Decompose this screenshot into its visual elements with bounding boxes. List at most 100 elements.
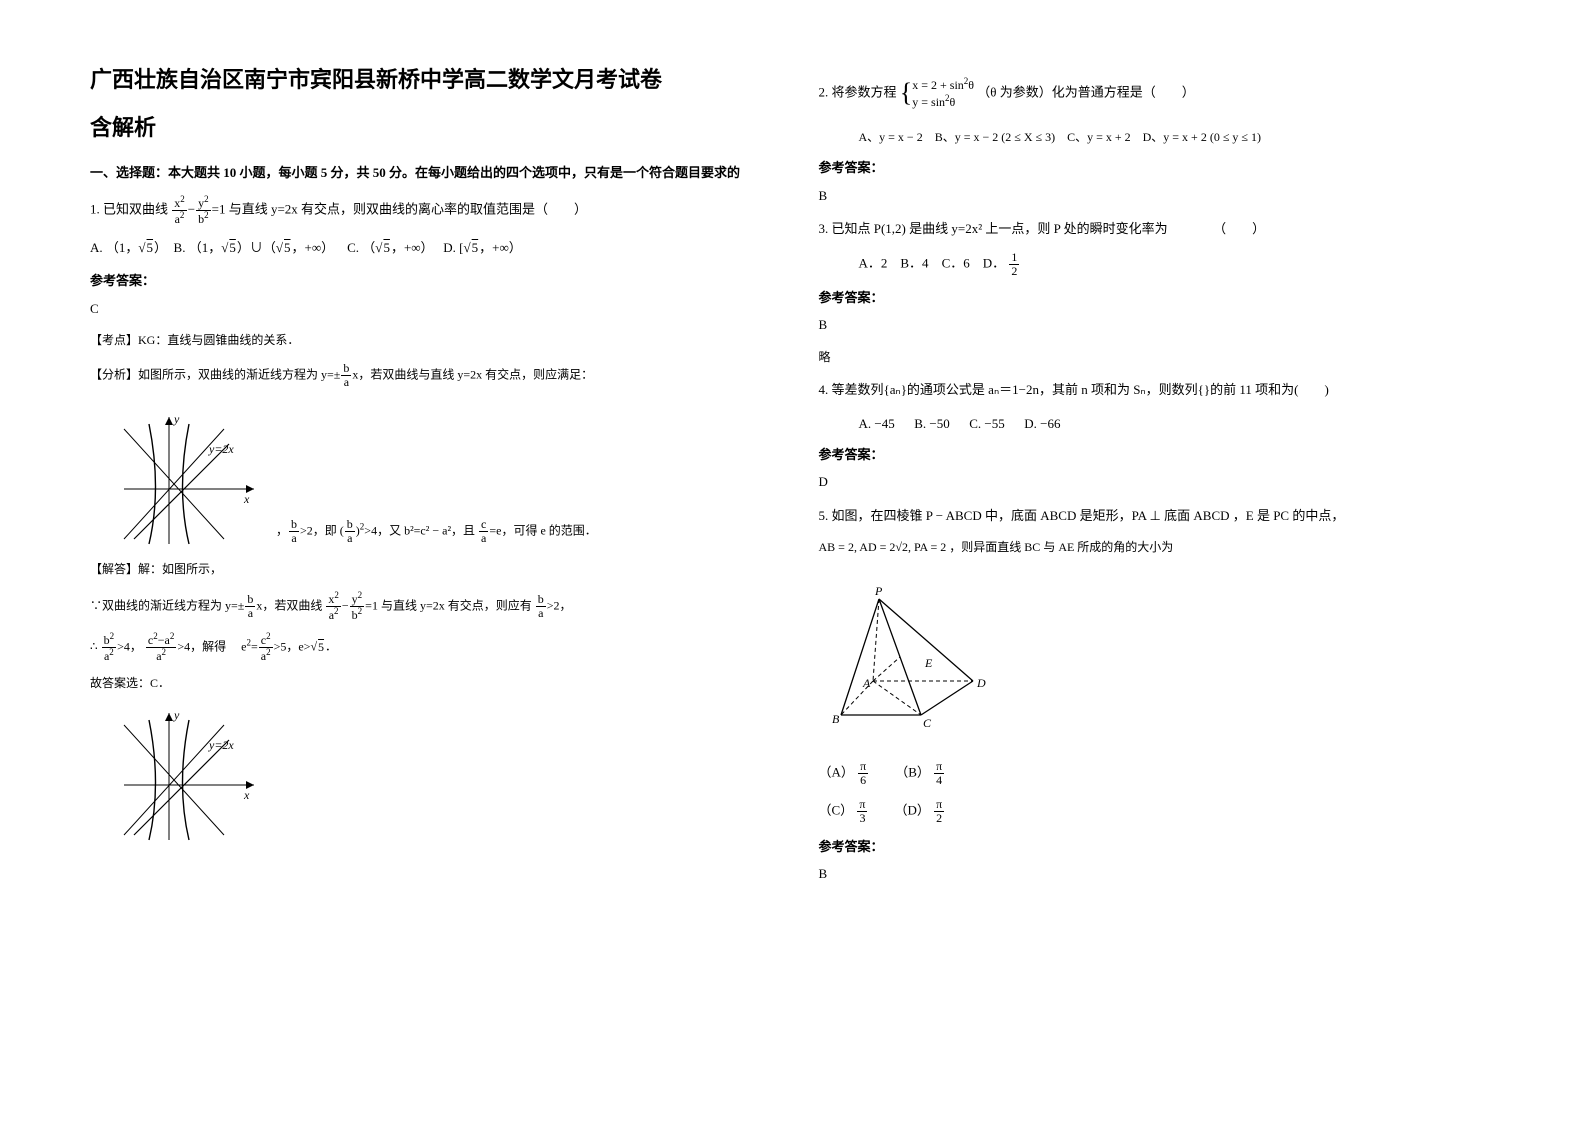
q1-optC-b: ，+∞） <box>391 240 434 255</box>
q3-optB: B．4 <box>900 255 928 270</box>
q1-optD-b: ，+∞） <box>479 240 522 255</box>
answer-label-3: 参考答案： <box>819 286 1498 309</box>
page-columns: 广西壮族自治区南宁市宾阳县新桥中学高二数学文月考试卷 含解析 一、选择题：本大题… <box>90 60 1497 896</box>
exam-title-line2: 含解析 <box>90 108 769 148</box>
question-3: 3. 已知点 P(1,2) 是曲线 y=2x² 上一点，则 P 处的瞬时变化率为… <box>819 217 1498 240</box>
fraction-x2a2: x2a2 <box>172 195 187 226</box>
answer-label-2: 参考答案： <box>819 156 1498 179</box>
right-column: 2. 将参数方程 {x = 2 + sin2θy = sin2θ （θ 为参数）… <box>819 60 1498 896</box>
q4-optC: C. −55 <box>969 416 1005 431</box>
svg-text:C: C <box>923 716 932 730</box>
q1-final: 故答案选：C． <box>90 673 769 695</box>
answer-label-1: 参考答案： <box>90 269 769 292</box>
fraction-pi3: π3 <box>857 798 867 825</box>
fraction-y2b2: y2b2 <box>196 195 211 226</box>
q1-ln1-b: ，若双曲线 <box>262 598 322 612</box>
q1-fenxi: 【分析】如图所示，双曲线的渐近线方程为 y=±bax，若双曲线与直线 y=2x … <box>90 362 769 389</box>
svg-text:y: y <box>173 708 180 722</box>
svg-text:y: y <box>173 412 180 426</box>
q2-optA: A、y = x − 2 <box>859 130 923 144</box>
svg-text:y=2x: y=2x <box>208 442 234 456</box>
q1-deriv-inline: ，ba>2，即 (ba)2>4，又 b²=c² − a²，且 ca=e，可得 e… <box>276 518 597 559</box>
q1-kaodian: 【考点】KG：直线与圆锥曲线的关系． <box>90 330 769 352</box>
q1-fx-a: 【分析】如图所示，双曲线的渐近线方程为 <box>90 367 318 381</box>
q1-deriv-a: >2，即 <box>300 523 337 537</box>
q5-a: 5. 如图，在四棱锥 P − ABCD 中，底面 ABCD 是矩形，PA ⊥ 底… <box>819 508 1345 523</box>
q1-fx-b: ，若双曲线与直线 y=2x 有交点，则应满足： <box>358 367 593 381</box>
q5-options-row2: （C） π3 （D） π2 <box>819 798 1498 825</box>
q1-optB-c: ，+∞） <box>292 240 335 255</box>
q3-options: A．2 B．4 C．6 D． 12 <box>859 251 1498 278</box>
q4-a: 4. 等差数列{aₙ}的通项公式是 aₙ＝1−2n，其前 n 项和为 Sₙ，则数… <box>819 382 1329 397</box>
hyperbola-graph-1: y x y=2x <box>114 409 264 549</box>
question-4: 4. 等差数列{aₙ}的通项公式是 aₙ＝1−2n，其前 n 项和为 Sₙ，则数… <box>819 378 1498 401</box>
q3-optD: D． <box>983 255 1005 270</box>
q1-optA-b: ） <box>154 240 167 255</box>
q1-optD-a: D. [ <box>443 240 463 255</box>
svg-text:x: x <box>243 788 250 802</box>
q2-optD: D、y = x + 2 (0 ≤ y ≤ 1) <box>1143 130 1261 144</box>
q2-options: A、y = x − 2 B、y = x − 2 (2 ≤ X ≤ 3) C、y … <box>859 127 1498 149</box>
q1-optC-a: C. （ <box>347 240 375 255</box>
q1-optB-b: ）∪（ <box>237 240 276 255</box>
svg-text:P: P <box>874 584 883 598</box>
q4-answer: D <box>819 470 1498 493</box>
q1-ln2-a: ∴ <box>90 640 98 654</box>
question-2: 2. 将参数方程 {x = 2 + sin2θy = sin2θ （θ 为参数）… <box>819 70 1498 117</box>
q1-ln1-a: ∵双曲线的渐近线方程为 <box>90 598 222 612</box>
q5-optA: （A） <box>819 765 854 780</box>
q2-a: 2. 将参数方程 <box>819 84 897 99</box>
q5-b: AB = 2, AD = 2√2, PA = 2 ，则异面直线 BC 与 AE … <box>819 537 1498 559</box>
q5-answer: B <box>819 862 1498 885</box>
question-5: 5. 如图，在四棱锥 P − ABCD 中，底面 ABCD 是矩形，PA ⊥ 底… <box>819 504 1498 527</box>
q4-optB: B. −50 <box>914 416 950 431</box>
q3-answer: B <box>819 313 1498 336</box>
svg-text:E: E <box>924 656 933 670</box>
fraction-ba-1: ba <box>341 362 351 389</box>
q1-optB-a: B. （1， <box>174 240 222 255</box>
q3-a: 3. 已知点 P(1,2) 是曲线 y=2x² 上一点，则 P 处的瞬时变化率为… <box>819 221 1266 236</box>
q5-optB: （B） <box>895 765 930 780</box>
q3-optC: C．6 <box>942 255 970 270</box>
q5-optD: （D） <box>894 802 929 817</box>
q1-deriv-b: >4，又 b²=c² − a²，且 <box>364 523 475 537</box>
q1-options: A. （1，√5） B. （1，√5）∪（√5，+∞） C. （√5，+∞） D… <box>90 236 769 259</box>
q1-deriv-c: =e，可得 e 的范围． <box>489 523 596 537</box>
q1-ln2-e: ． <box>325 640 337 654</box>
svg-text:x: x <box>243 492 250 506</box>
q1-ln1-d: >2， <box>547 598 572 612</box>
svg-text:B: B <box>832 712 840 726</box>
q2-optB: B、y = x − 2 (2 ≤ X ≤ 3) <box>935 130 1055 144</box>
q4-options: A. −45 B. −50 C. −55 D. −66 <box>859 412 1498 435</box>
q1-line2: ∴ b2a2>4， c2−a2a2>4，解得 e2=c2a2>5，e>√5． <box>90 632 769 663</box>
svg-text:D: D <box>976 676 986 690</box>
fraction-pi4: π4 <box>934 760 944 787</box>
q5-options-row1: （A） π6 （B） π4 <box>819 760 1498 787</box>
q1-line1: ∵双曲线的渐近线方程为 y=±bax，若双曲线 x2a2−y2b2=1 与直线 … <box>90 591 769 622</box>
q5-optC: （C） <box>819 802 854 817</box>
svg-text:y=2x: y=2x <box>208 738 234 752</box>
q1-stem-b: 与直线 y=2x 有交点，则双曲线的离心率的取值范围是（ ） <box>229 201 587 216</box>
exam-title-line1: 广西壮族自治区南宁市宾阳县新桥中学高二数学文月考试卷 <box>90 60 769 100</box>
q1-optA-a: A. （1， <box>90 240 138 255</box>
q3-optA: A．2 <box>859 255 888 270</box>
pyramid-diagram: P A B C D E <box>827 583 997 733</box>
q1-ln2-b: >4， <box>117 640 142 654</box>
q2-optC: C、y = x + 2 <box>1067 130 1131 144</box>
q3-note: 略 <box>819 347 1498 369</box>
q1-ln2-c: >4，解得 <box>177 640 238 654</box>
question-1: 1. 已知双曲线 x2a2−y2b2=1 与直线 y=2x 有交点，则双曲线的离… <box>90 195 769 226</box>
q1-answer: C <box>90 297 769 320</box>
q1-ln1-c: 与直线 y=2x 有交点，则应有 <box>381 598 532 612</box>
hyperbola-graph-2: y x y=2x <box>114 705 264 845</box>
answer-label-4: 参考答案： <box>819 443 1498 466</box>
fraction-half: 12 <box>1009 251 1019 278</box>
section-heading: 一、选择题：本大题共 10 小题，每小题 5 分，共 50 分。在每小题给出的四… <box>90 161 769 184</box>
q1-stem-a: 1. 已知双曲线 <box>90 201 168 216</box>
fraction-pi2: π2 <box>934 798 944 825</box>
q2-b: （θ 为参数）化为普通方程是（ ） <box>977 84 1194 99</box>
left-column: 广西壮族自治区南宁市宾阳县新桥中学高二数学文月考试卷 含解析 一、选择题：本大题… <box>90 60 769 896</box>
q4-optA: A. −45 <box>859 416 895 431</box>
q1-jieda: 【解答】解：如图所示， <box>90 559 769 581</box>
q1-ln2-d: >5，e> <box>274 640 311 654</box>
